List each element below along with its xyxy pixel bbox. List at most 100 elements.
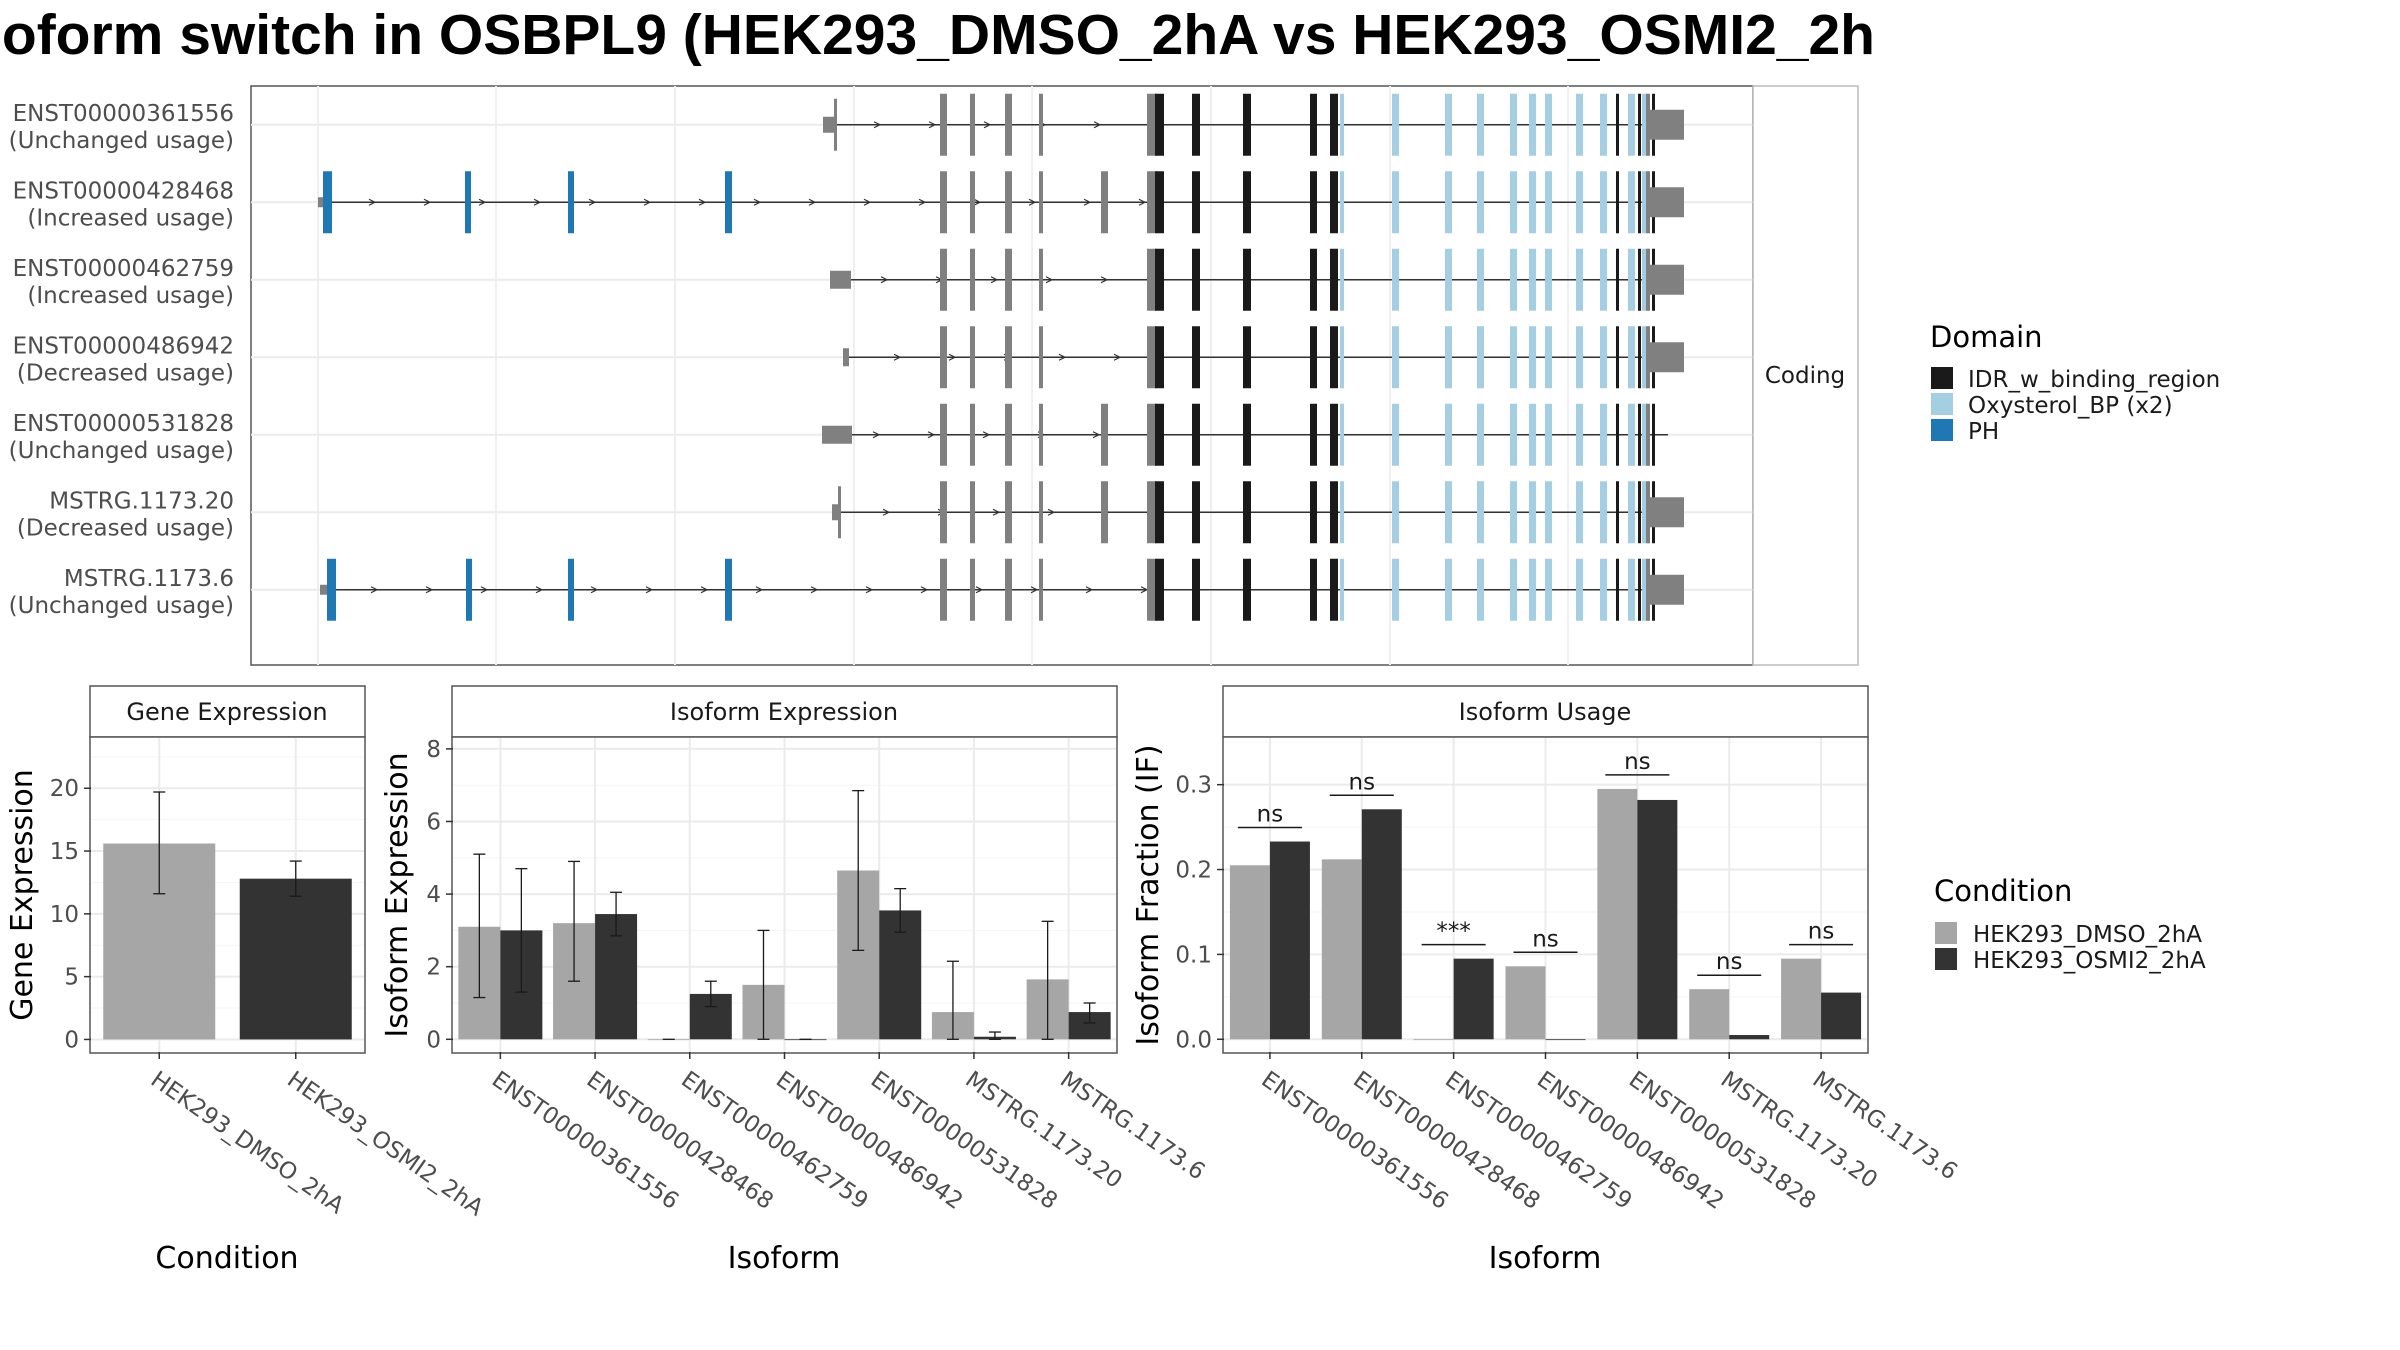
idr-domain-exon [1155, 558, 1164, 621]
structure-plot-border [250, 85, 1754, 666]
idr-domain-exon [1616, 403, 1619, 466]
strand-arrow [1047, 508, 1056, 516]
coding-exon [940, 171, 947, 234]
coding-exon [1005, 248, 1012, 311]
gene-expression-y-title: Gene Expression [5, 769, 40, 1021]
legend-swatch-idr [1931, 367, 1953, 389]
transcript-row-MSTRG.1173.6 [320, 558, 1684, 621]
bar-HEK293_DMSO_2hA-ENST00000428468 [1321, 859, 1362, 1040]
oxysterol-domain-exon [1340, 403, 1344, 466]
coding-exon [1147, 248, 1157, 311]
bar-HEK293_OSMI2_2hA-ENST00000462759 [1453, 958, 1494, 1040]
legend-swatch-dmso [1935, 922, 1957, 944]
strand-arrow [1045, 276, 1054, 284]
strand-arrow [928, 121, 937, 129]
oxysterol-domain-exon [1576, 481, 1583, 544]
oxysterol-domain-exon [1392, 171, 1399, 234]
idr-domain-exon [1192, 326, 1200, 389]
idr-domain-exon [1638, 403, 1641, 466]
strand-arrow [1058, 353, 1067, 361]
ph-domain-exon [465, 171, 471, 234]
idr-domain-exon [1192, 403, 1200, 466]
chart-title: e isoform switch in OSBPL9 (HEK293_DMSO_… [0, 3, 1875, 67]
transcript-usage-label: (Unchanged usage) [9, 438, 234, 464]
oxysterol-domain-exon [1642, 171, 1649, 234]
bar-HEK293_DMSO_2hA-ENST00000531828 [1597, 788, 1638, 1040]
isoform-expression-y-title: Isoform Expression [380, 752, 415, 1037]
idr-domain-exon [1192, 481, 1200, 544]
oxysterol-domain-exon [1340, 481, 1344, 544]
strand-arrow [863, 198, 872, 206]
oxysterol-domain-exon [1445, 171, 1452, 234]
significance-label: ns [1808, 919, 1835, 945]
oxysterol-domain-exon [1445, 481, 1452, 544]
y-tick-label: 15 [50, 839, 79, 865]
oxysterol-domain-exon [1600, 93, 1607, 156]
idr-domain-exon [1192, 171, 1200, 234]
strand-arrow [1030, 586, 1039, 594]
transcript-row-ENST00000531828 [822, 403, 1668, 466]
idr-domain-exon [1192, 558, 1200, 621]
legend-swatch-osmi2 [1935, 948, 1957, 970]
coding-strip-label: Coding [1765, 363, 1845, 389]
coding-exon [1039, 558, 1043, 621]
oxysterol-domain-exon [1510, 558, 1517, 621]
idr-domain-exon [1330, 403, 1338, 466]
idr-domain-exon [1310, 93, 1317, 156]
coding-exon [1646, 171, 1650, 234]
gene-expression-strip-label: Gene Expression [126, 698, 327, 726]
strand-arrow [368, 198, 377, 206]
strand-arrow [927, 431, 936, 439]
idr-domain-exon [1638, 248, 1641, 311]
oxysterol-domain-exon [1529, 481, 1536, 544]
oxysterol-domain-exon [1445, 326, 1452, 389]
coding-exon [1646, 403, 1650, 466]
oxysterol-domain-exon [1576, 403, 1583, 466]
legend-label-dmso: HEK293_DMSO_2hA [1973, 922, 2202, 948]
strand-arrow [872, 431, 881, 439]
utr-exon [1650, 574, 1684, 605]
bar-HEK293_DMSO_2hA-MSTRG.1173.20 [1689, 989, 1730, 1040]
idr-domain-exon [1155, 403, 1164, 466]
transcript-row-ENST00000428468 [318, 171, 1684, 234]
idr-domain-exon [1330, 171, 1338, 234]
strand-arrow [873, 121, 882, 129]
strand-arrow [700, 586, 709, 594]
oxysterol-domain-exon [1477, 481, 1484, 544]
coding-exon [1005, 481, 1012, 544]
y-tick-label: 0.2 [1175, 858, 1212, 884]
oxysterol-domain-exon [1545, 326, 1552, 389]
strand-arrow [948, 353, 957, 361]
idr-domain-exon [1330, 248, 1338, 311]
coding-exon [1147, 326, 1157, 389]
y-tick-label: 5 [64, 965, 79, 991]
bar-HEK293_OSMI2_2hA-ENST00000361556 [1269, 841, 1310, 1040]
oxysterol-domain-exon [1600, 481, 1607, 544]
idr-domain-exon [1638, 171, 1641, 234]
oxysterol-domain-exon [1510, 326, 1517, 389]
coding-exon [1005, 403, 1012, 466]
oxysterol-domain-exon [1529, 93, 1536, 156]
strand-arrow [808, 198, 817, 206]
coding-strip [1752, 85, 1859, 666]
strand-arrow [1093, 121, 1102, 129]
idr-domain-exon [1638, 558, 1641, 621]
bar-HEK293_OSMI2_2hA-ENST00000486942 [1545, 1039, 1586, 1041]
idr-domain-exon [1638, 326, 1641, 389]
strand-arrow [893, 353, 902, 361]
coding-exon [1039, 171, 1043, 234]
x-tick-label: MSTRG.1173.20 [1716, 1067, 1882, 1194]
ph-domain-exon [725, 171, 732, 234]
oxysterol-domain-exon [1392, 403, 1399, 466]
bar-HEK293_DMSO_2hA-MSTRG.1173.6 [1781, 958, 1822, 1040]
utr-exon [823, 116, 837, 133]
bar-HEK293_OSMI2_2hA-MSTRG.1173.20 [1729, 1035, 1770, 1040]
transcript-structure-panel: Coding ENST00000361556(Unchanged usage)E… [9, 85, 1859, 666]
transcript-row-MSTRG.1173.20 [832, 481, 1684, 544]
bar-HEK293_OSMI2_2hA-ENST00000428468 [1361, 809, 1402, 1040]
idr-domain-exon [1155, 93, 1164, 156]
idr-domain-exon [1243, 403, 1251, 466]
strand-arrow [982, 431, 991, 439]
oxysterol-domain-exon [1628, 326, 1635, 389]
